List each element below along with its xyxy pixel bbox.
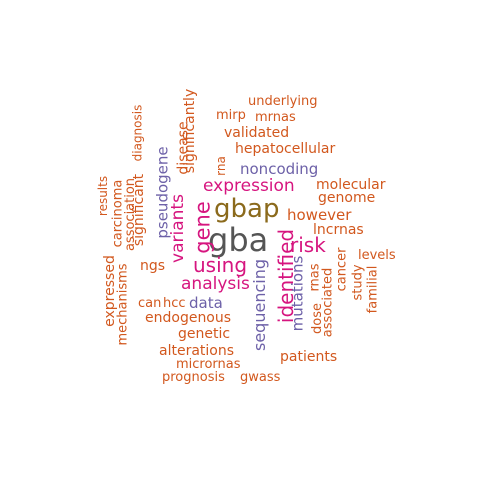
word-levels: levels (358, 248, 396, 263)
word-prognosis: prognosis (162, 370, 225, 385)
word-variants: variants (167, 194, 188, 263)
word-cancer: cancer (334, 247, 350, 292)
word-pseudogene: pseudogene (153, 146, 172, 239)
word-risk: risk (290, 233, 326, 257)
word-lncrnas: lncrnas (313, 222, 364, 238)
word-can: can (138, 296, 162, 311)
word-validated: validated (224, 125, 290, 141)
word-endogenous: endogenous (145, 310, 232, 326)
word-analysis: analysis (181, 274, 250, 294)
word-associated: associated (320, 267, 336, 338)
word-data: data (189, 294, 223, 312)
word-mrnas: mrnas (255, 110, 296, 125)
word-micrornas: micrornas (176, 357, 241, 372)
word-diagnosis: diagnosis (130, 104, 145, 162)
word-familial: familial (365, 265, 381, 314)
word-alterations: alterations (159, 343, 235, 359)
word-disease: disease (175, 121, 192, 175)
word-using: using (193, 253, 248, 277)
word-rna: rna (213, 156, 228, 176)
word-significant: significant (131, 173, 148, 247)
word-hcc: hcc (163, 296, 186, 311)
word-sequencing: sequencing (250, 259, 269, 351)
word-mechanisms: mechanisms (115, 263, 131, 346)
word-gene: gene (190, 201, 215, 254)
word-molecular: molecular (316, 177, 386, 193)
word-however: however (287, 206, 352, 224)
word-patients: patients (280, 349, 338, 365)
word-gba: gba (208, 221, 269, 259)
word-gbap: gbap (214, 194, 280, 224)
word-underlying: underlying (248, 94, 318, 109)
word-hepatocellular: hepatocellular (235, 141, 336, 157)
word-mirp: mirp (216, 108, 246, 123)
word-gwass: gwass (240, 370, 281, 385)
word-genome: genome (318, 190, 376, 206)
word-mutations: mutations (288, 255, 307, 332)
word-genetic: genetic (178, 326, 231, 342)
word-results: results (96, 175, 111, 217)
word-noncoding: noncoding (240, 160, 319, 178)
word-ngs: ngs (140, 258, 166, 274)
word-expression: expression (203, 176, 295, 196)
word-study: study (350, 264, 366, 301)
